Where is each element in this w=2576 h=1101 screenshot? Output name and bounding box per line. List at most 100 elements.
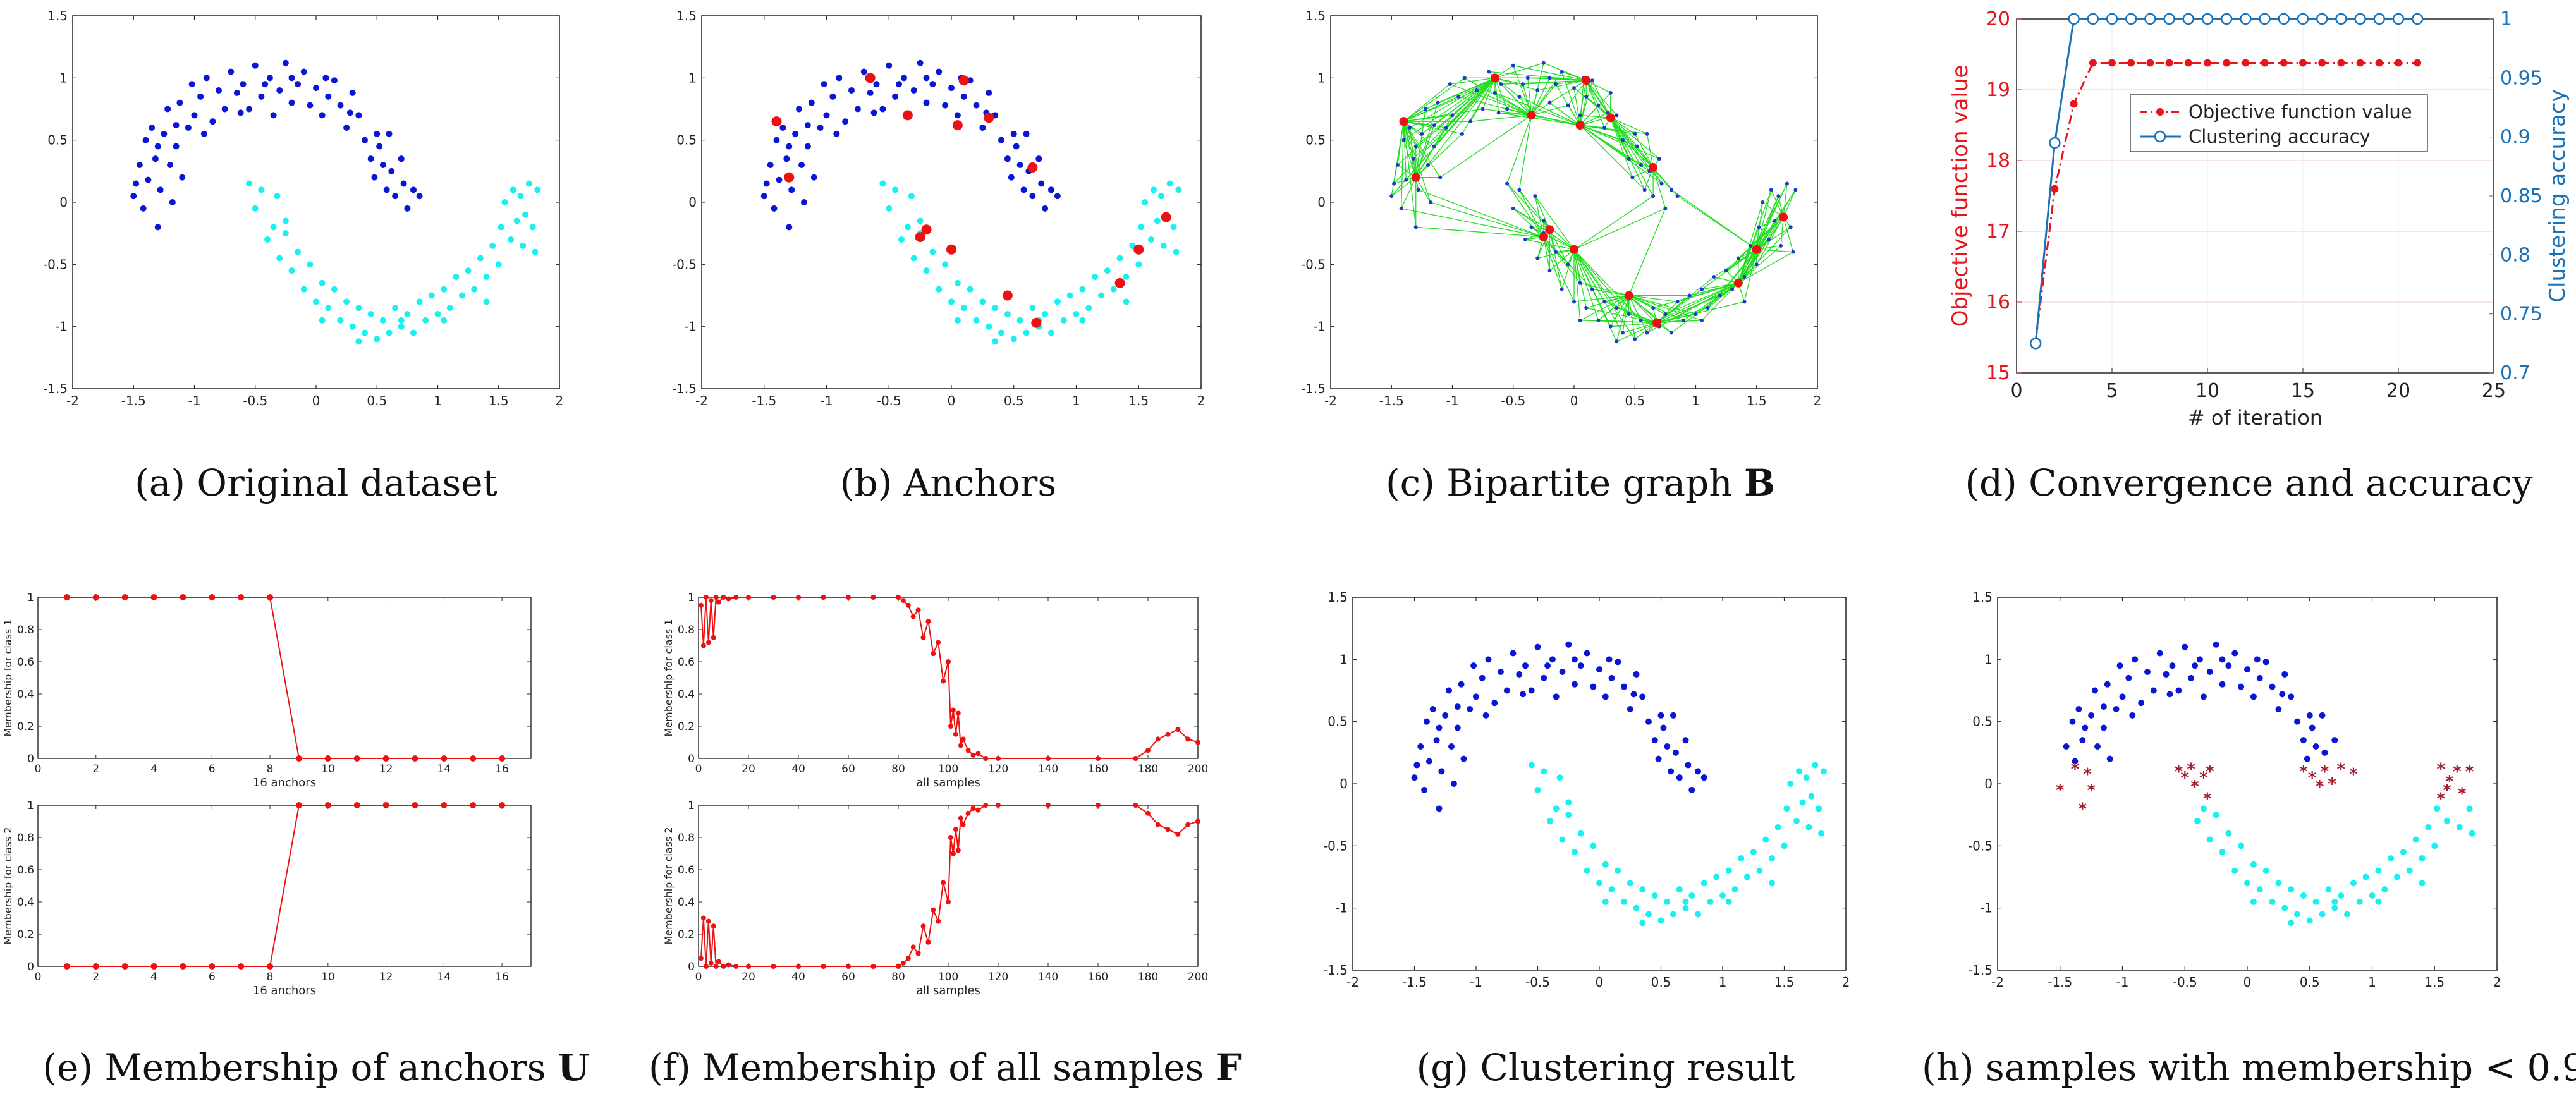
sample-point	[1785, 181, 1789, 186]
anchor-point	[1027, 162, 1038, 173]
objective-marker	[2261, 59, 2269, 67]
cluster-2-point	[1657, 917, 1664, 924]
x-tick-label: 1.5	[1128, 393, 1149, 408]
graph-edge	[1403, 77, 1465, 122]
cluster-2-point	[1621, 898, 1627, 905]
cluster-1-point	[1460, 755, 1467, 762]
sample-point	[1584, 306, 1589, 310]
accuracy-marker	[2201, 13, 2214, 25]
cluster-1-point	[1470, 662, 1477, 669]
graph-edge	[1616, 322, 1657, 342]
sample-point	[1547, 269, 1552, 273]
y-tick-label: -0.5	[43, 257, 68, 272]
y-tick-label: -1.5	[43, 381, 68, 396]
cluster-1-point	[1670, 712, 1676, 719]
cluster-2-point	[1787, 781, 1794, 787]
x-tick-label: 2	[1814, 393, 1822, 408]
lower-moon-point	[307, 261, 314, 268]
legend-objective-label: Objective function value	[2188, 101, 2412, 123]
graph-edge	[1659, 283, 1739, 321]
x-tick-label: 60	[841, 763, 855, 776]
graph-edge	[1573, 249, 1642, 321]
cluster-1-point	[1668, 768, 1675, 775]
membership-marker	[936, 640, 941, 645]
upper-moon-point	[1042, 205, 1049, 212]
cluster-2-point	[1781, 842, 1788, 849]
upper-moon-point	[240, 81, 247, 88]
graph-edge	[1573, 249, 1587, 308]
x-tick-label: 20	[742, 763, 755, 776]
upper-moon-point	[237, 109, 244, 116]
lower-moon-point	[1004, 311, 1011, 317]
x-axis-label: all samples	[916, 776, 980, 789]
lower-moon-point	[525, 180, 532, 187]
lower-moon-point	[416, 298, 423, 305]
lower-moon-point	[973, 317, 980, 324]
upper-moon-point	[848, 87, 855, 94]
y-tick-label-left: 20	[1986, 8, 2010, 30]
graph-edge	[1458, 77, 1496, 97]
upper-moon-point	[870, 109, 877, 116]
sample-point	[1602, 126, 1607, 130]
membership-marker	[713, 964, 719, 969]
legend-objective-marker	[2156, 108, 2164, 116]
cluster-2-point	[2219, 849, 2226, 856]
x-tick-label: 100	[938, 971, 958, 983]
objective-marker	[2184, 59, 2192, 67]
y-tick-label: 0.8	[17, 832, 34, 844]
graph-edge	[1583, 77, 1611, 118]
lower-moon-point	[300, 286, 307, 293]
x-tick-label: 2	[92, 971, 99, 983]
cluster-1-point	[1425, 758, 1432, 765]
cluster-1-point	[2116, 662, 2123, 669]
graph-edge	[1476, 90, 1532, 116]
membership-marker	[295, 802, 302, 808]
cluster-1-point	[1553, 693, 1560, 700]
cluster-2-point	[1565, 799, 1572, 806]
plot-area	[1330, 15, 1818, 389]
membership-line	[66, 597, 503, 759]
graph-edge	[1610, 118, 1633, 178]
accuracy-marker	[2087, 13, 2099, 25]
graph-edge	[1610, 117, 1660, 159]
graph-edge	[1401, 177, 1417, 209]
graph-edge	[1783, 183, 1788, 217]
y-tick-label: 0	[688, 961, 695, 973]
sample-point	[1627, 312, 1631, 316]
sample-point	[1420, 131, 1424, 136]
sample-point	[1389, 194, 1394, 198]
upper-moon-point	[262, 81, 269, 88]
sample-point	[1456, 94, 1461, 99]
sample-point	[1590, 78, 1594, 83]
cluster-2-point	[2369, 892, 2376, 899]
x-tick-label: 160	[1088, 763, 1108, 776]
lower-moon-point	[477, 255, 484, 262]
chart-h: -2 -1.5 -1 -0.5 0 0.5 1 1.5 2-1.5-1-0.500.511.5*…	[1968, 590, 2501, 990]
membership-marker	[931, 651, 936, 657]
caption-b-text: (b) Anchors	[839, 461, 1057, 504]
chart-b: -2 -1.5 -1 -0.5 0 0.5 1 1.5 2-1.5-1-0.500.511.5	[672, 8, 1205, 408]
lower-moon-point	[483, 274, 490, 280]
cluster-2-point	[2431, 842, 2438, 849]
membership-marker	[796, 964, 801, 969]
x-tick-label: 2	[1842, 975, 1850, 990]
membership-marker	[1096, 803, 1101, 808]
x-axis-label: # of iteration	[2188, 406, 2323, 430]
cluster-1-point	[1657, 712, 1664, 719]
lower-moon-point	[386, 329, 393, 336]
cluster-1-point	[2219, 656, 2226, 663]
graph-edge	[1506, 115, 1532, 184]
graph-edge	[1783, 190, 1796, 217]
sample-point	[1793, 188, 1798, 192]
accuracy-marker	[2068, 13, 2080, 25]
membership-marker	[1185, 736, 1191, 742]
cluster-1-point	[1503, 687, 1510, 694]
anchor-point	[915, 232, 925, 243]
cluster-2-point	[1534, 786, 1541, 793]
sample-point	[1535, 256, 1540, 260]
objective-marker	[2089, 59, 2097, 67]
x-tick-label: -0.5	[1525, 975, 1550, 990]
cluster-2-point	[2338, 892, 2345, 899]
x-tick-label: -1.5	[1379, 393, 1404, 408]
graph-edge	[1403, 121, 1435, 147]
